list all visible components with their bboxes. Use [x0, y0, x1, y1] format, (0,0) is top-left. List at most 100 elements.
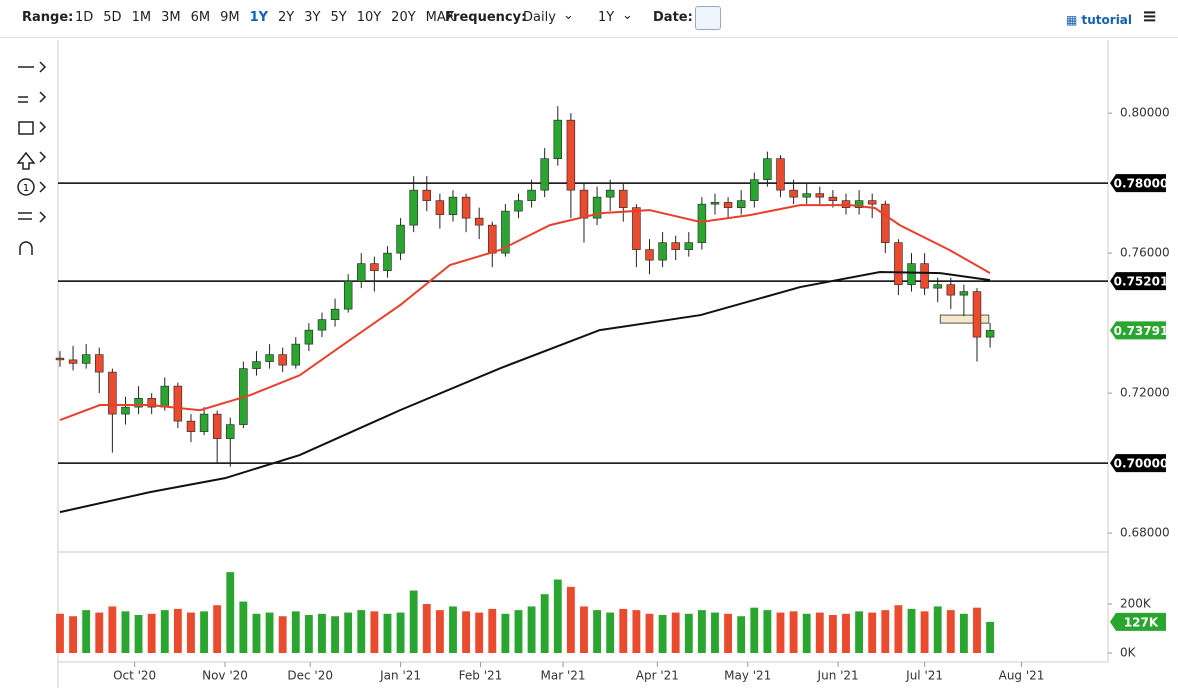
range-option[interactable]: 10Y [356, 10, 382, 25]
volume-bar [684, 613, 693, 653]
tutorial-text[interactable]: tutorial [1081, 13, 1133, 27]
candle-body [645, 249, 654, 261]
range-option[interactable]: MAX [425, 10, 455, 25]
volume-bar [147, 613, 156, 653]
volume-bar [658, 615, 667, 653]
volume-bar [95, 612, 104, 653]
candle-body [619, 189, 628, 208]
last-volume-tag [1110, 612, 1166, 631]
candle-body [357, 263, 366, 282]
volume-bar [671, 612, 680, 653]
volume-bar [959, 613, 968, 653]
volume-bar [383, 613, 392, 653]
candle-body [632, 207, 641, 250]
volume-bar [435, 610, 444, 653]
volume-bar [802, 613, 811, 653]
volume-bar [855, 611, 864, 653]
moving-average [59, 271, 991, 514]
volume-tick-label: 200K [1120, 596, 1152, 610]
volume-bar [160, 610, 169, 653]
candle-body [894, 242, 903, 285]
candle-body [527, 189, 536, 201]
candle-body [920, 263, 929, 289]
volume-bar [763, 610, 772, 653]
zone [939, 314, 990, 324]
candle-body [658, 242, 667, 261]
candle-body [435, 200, 445, 215]
volume-bar [409, 590, 418, 653]
volume-bar [278, 616, 287, 653]
candle-body [763, 158, 772, 180]
volume-bar [173, 608, 182, 653]
candle-body [907, 263, 916, 285]
x-tick-label: Dec '20 [287, 669, 333, 683]
x-tick-label: Mar '21 [541, 669, 586, 683]
candle-body [461, 196, 471, 219]
level-label: 0.70000 [1114, 457, 1169, 471]
range-option[interactable]: 1M [131, 10, 152, 25]
candle-body [81, 354, 91, 364]
candle-body [55, 357, 65, 361]
volume-bar [527, 606, 536, 653]
volume-bar [291, 611, 300, 653]
volume-bar [946, 610, 955, 653]
volume-bar [226, 572, 235, 653]
volume-bar [606, 612, 615, 653]
candle-body [985, 330, 995, 338]
volume-bar [737, 616, 746, 653]
range-option[interactable]: 2Y [278, 10, 295, 25]
volume-bar [789, 611, 798, 653]
range-option[interactable]: 6M [190, 10, 211, 25]
range-option[interactable]: 9M [220, 10, 240, 25]
candle-body [671, 242, 680, 250]
volume-bar [344, 612, 353, 653]
volume-bar [540, 594, 549, 653]
volume-bar [986, 621, 995, 653]
candle-body [173, 385, 183, 422]
volume-bar [815, 612, 824, 653]
candle-body [317, 319, 327, 331]
menu[interactable]: ≡ [1142, 6, 1158, 27]
candle-body [972, 291, 982, 338]
range-option[interactable]: 5Y [330, 10, 347, 25]
chevron: ⌄ [622, 8, 633, 23]
candle-body [226, 424, 235, 439]
range-option[interactable]: 3M [161, 10, 181, 25]
volume-bar [449, 606, 457, 653]
volume-bar [108, 606, 117, 653]
tutorial-link[interactable]: ▦ tutorial [1066, 13, 1133, 27]
x-tick-label: May '21 [724, 669, 771, 683]
volume-bar [331, 616, 340, 653]
candle-body [278, 354, 287, 366]
level-tag [1110, 272, 1166, 291]
frequency[interactable]: Daily [523, 10, 556, 25]
volume-bar [593, 610, 602, 653]
candle-body [553, 119, 563, 159]
candle-body [854, 200, 864, 208]
range-option[interactable]: 3Y [304, 10, 321, 25]
calendar-button[interactable] [695, 6, 721, 30]
candle-body [186, 420, 196, 432]
volume-bar [475, 612, 484, 653]
candle-body [474, 217, 484, 226]
candle-body [422, 189, 432, 201]
drawing-tools [16, 61, 47, 255]
volume-bar [213, 605, 222, 653]
volume-bar [239, 601, 248, 653]
candle-body [566, 119, 576, 191]
period[interactable]: 1Y [598, 10, 615, 25]
volume-bar [580, 606, 588, 653]
range-option[interactable]: 1D [75, 10, 94, 25]
volume-bar [121, 611, 130, 653]
volume-bar [187, 612, 195, 653]
volume-bar [933, 606, 942, 653]
volume-bar [462, 611, 471, 653]
range-option[interactable]: 20Y [391, 10, 416, 25]
range-option[interactable]: 1Y [249, 10, 269, 25]
candle-body [68, 359, 78, 364]
range-option[interactable]: 5D [103, 10, 122, 25]
candle-body [343, 280, 353, 310]
toolbar: Range: 1D 5D 1M 3M 6M 9M 1Y 2Y 3Y 5Y 10Y 20Y MAX Fre… [0, 0, 1178, 38]
candle-body [514, 200, 523, 212]
x-tick-label: Apr '21 [636, 669, 679, 683]
